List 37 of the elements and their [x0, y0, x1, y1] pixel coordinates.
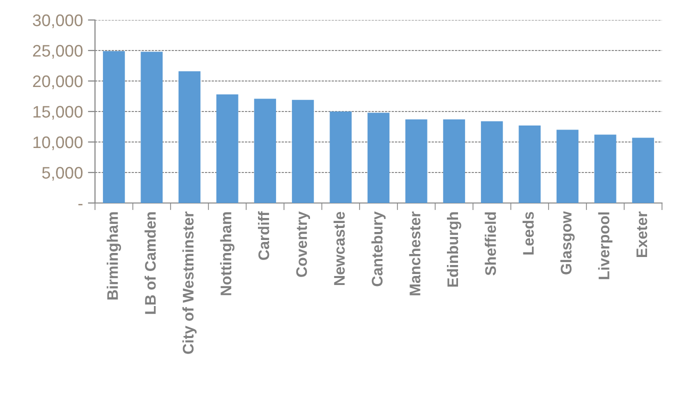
x-tick-label: Birmingham — [106, 212, 122, 300]
x-tick-label: Liverpool — [598, 212, 612, 280]
bar — [632, 138, 654, 203]
y-tick-label: 30,000 — [32, 14, 83, 28]
bar — [102, 51, 125, 203]
bar — [405, 119, 428, 203]
bar — [556, 130, 578, 203]
bar — [178, 71, 200, 203]
x-tick-label: Coventry — [296, 211, 310, 277]
bar — [216, 94, 238, 203]
x-tick-label: Manchester — [409, 212, 420, 296]
bar — [480, 121, 503, 203]
bar — [292, 100, 314, 203]
y-tick-label: 5,000 — [42, 166, 83, 181]
bar — [368, 112, 390, 203]
x-tick-label: Cantebury — [371, 211, 386, 286]
x-tick-label: LB of Camden — [144, 212, 156, 314]
x-tick-label: Edinburgh — [446, 212, 462, 287]
x-tick-label: City of Westminster — [182, 212, 197, 354]
bar — [518, 126, 541, 203]
y-tick-label: 20,000 — [33, 75, 83, 90]
bar — [254, 98, 276, 203]
x-tick-label: Glasgow — [560, 211, 575, 274]
bar — [594, 134, 616, 203]
bar — [443, 119, 466, 203]
x-tick-label: Exeter — [636, 212, 648, 258]
x-tick-label: Leeds — [522, 212, 534, 254]
x-tick-label: Newcastle — [334, 212, 345, 286]
bar — [140, 52, 163, 203]
x-tick-label: Cardiff — [258, 211, 270, 260]
y-tick-label: 15,000 — [33, 106, 83, 120]
bar — [330, 112, 352, 203]
y-tick-label: 25,000 — [33, 44, 83, 59]
x-tick-label: Nottingham — [220, 212, 234, 296]
y-tick-label: 10,000 — [33, 136, 83, 150]
x-tick-label: Sheffield — [484, 212, 496, 276]
y-tick-label: - — [78, 204, 82, 206]
